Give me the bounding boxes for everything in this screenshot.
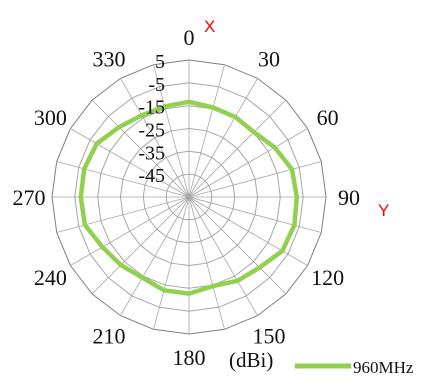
angle-tick-label: 240 xyxy=(34,265,67,290)
angle-tick-label: 330 xyxy=(93,46,126,71)
angle-tick-label: 180 xyxy=(173,345,206,370)
angle-tick-label: 120 xyxy=(311,265,344,290)
grid-spoke xyxy=(189,65,225,197)
grid-spoke xyxy=(92,197,189,294)
y-axis-marker: Y xyxy=(378,201,389,220)
angle-tick-label: 300 xyxy=(34,105,67,130)
legend: 960MHz xyxy=(295,358,414,377)
angle-tick-label: 270 xyxy=(13,185,46,210)
unit-label: (dBi) xyxy=(229,348,273,372)
grid-spoke xyxy=(189,162,321,198)
radial-tick-label: -45 xyxy=(138,165,165,187)
grid-spoke xyxy=(57,162,189,198)
radial-tick-label: 5 xyxy=(155,51,165,73)
legend-label-960mhz: 960MHz xyxy=(353,358,414,377)
radial-tick-label: -25 xyxy=(138,120,165,142)
grid-spoke xyxy=(154,197,190,329)
grid-spoke xyxy=(189,78,258,197)
angle-tick-label: 0 xyxy=(184,25,195,50)
radial-tick-labels: 5-5-15-25-35-45 xyxy=(138,51,165,187)
grid-spoke xyxy=(57,197,189,233)
angle-tick-label: 90 xyxy=(338,185,360,210)
grid-spoke xyxy=(189,100,286,197)
grid-spoke xyxy=(189,129,308,198)
angle-tick-label: 60 xyxy=(317,105,339,130)
angle-tick-label: 210 xyxy=(93,324,126,349)
angle-tick-label: 30 xyxy=(258,46,280,71)
grid-spoke xyxy=(189,197,225,329)
grid-spoke xyxy=(189,197,258,316)
radial-tick-label: -5 xyxy=(148,74,165,96)
radial-tick-label: -35 xyxy=(138,142,165,164)
grid-spoke xyxy=(189,197,321,233)
radial-tick-label: -15 xyxy=(138,97,165,119)
grid-spoke xyxy=(121,197,190,316)
angle-tick-label: 150 xyxy=(253,324,286,349)
x-axis-marker: X xyxy=(204,17,215,36)
